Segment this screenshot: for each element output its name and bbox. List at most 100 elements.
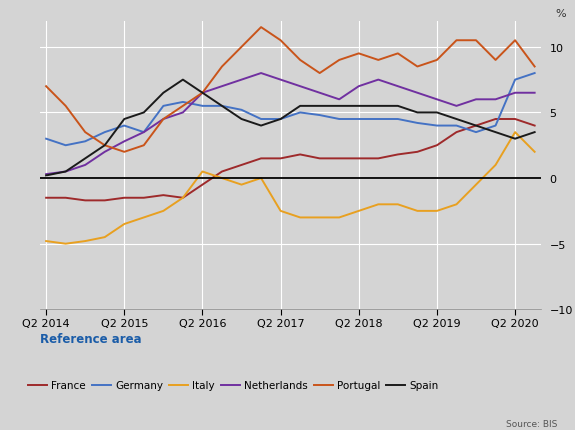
Portugal	[277, 39, 284, 44]
Netherlands	[336, 98, 343, 103]
Portugal	[316, 71, 323, 77]
Spain	[297, 104, 304, 109]
Spain	[179, 78, 186, 83]
Portugal	[82, 130, 89, 135]
Portugal	[336, 58, 343, 63]
Portugal	[355, 52, 362, 57]
Netherlands	[414, 91, 421, 96]
Legend: France, Germany, Italy, Netherlands, Portugal, Spain: France, Germany, Italy, Netherlands, Por…	[28, 381, 439, 390]
Spain	[375, 104, 382, 109]
Portugal	[258, 25, 264, 31]
Italy	[199, 169, 206, 175]
Portugal	[101, 143, 108, 148]
Germany	[355, 117, 362, 122]
Netherlands	[160, 117, 167, 122]
Spain	[394, 104, 401, 109]
Italy	[531, 150, 538, 155]
Italy	[355, 209, 362, 214]
Germany	[238, 108, 245, 113]
Italy	[62, 242, 69, 247]
Netherlands	[375, 78, 382, 83]
France	[277, 157, 284, 162]
Netherlands	[512, 91, 519, 96]
Portugal	[434, 58, 440, 63]
France	[316, 157, 323, 162]
Spain	[218, 104, 225, 109]
Portugal	[121, 150, 128, 155]
Netherlands	[199, 91, 206, 96]
Italy	[473, 183, 480, 188]
Germany	[316, 113, 323, 118]
Germany	[82, 139, 89, 144]
Spain	[336, 104, 343, 109]
Germany	[434, 124, 440, 129]
Germany	[179, 100, 186, 105]
Germany	[140, 130, 147, 135]
France	[512, 117, 519, 122]
France	[355, 157, 362, 162]
Portugal	[512, 39, 519, 44]
Netherlands	[43, 172, 49, 177]
Italy	[375, 202, 382, 207]
Spain	[140, 111, 147, 116]
Spain	[512, 137, 519, 142]
Line: Spain: Spain	[46, 80, 535, 176]
Germany	[121, 124, 128, 129]
Italy	[394, 202, 401, 207]
Italy	[179, 196, 186, 201]
Italy	[43, 239, 49, 244]
France	[531, 124, 538, 129]
Line: Netherlands: Netherlands	[46, 74, 535, 175]
Spain	[492, 130, 499, 135]
Line: Germany: Germany	[46, 74, 535, 146]
Spain	[62, 169, 69, 175]
Italy	[277, 209, 284, 214]
Spain	[414, 111, 421, 116]
Portugal	[531, 65, 538, 70]
Portugal	[160, 117, 167, 122]
Italy	[101, 235, 108, 240]
Italy	[512, 130, 519, 135]
Text: Source: BIS: Source: BIS	[507, 419, 558, 428]
Netherlands	[218, 84, 225, 89]
Spain	[121, 117, 128, 122]
Text: %: %	[555, 9, 566, 18]
Portugal	[199, 91, 206, 96]
Line: Portugal: Portugal	[46, 28, 535, 153]
Portugal	[453, 39, 460, 44]
Italy	[218, 176, 225, 181]
Germany	[297, 111, 304, 116]
Portugal	[297, 58, 304, 63]
Germany	[531, 71, 538, 77]
France	[218, 169, 225, 175]
Italy	[82, 239, 89, 244]
Germany	[277, 117, 284, 122]
Italy	[140, 215, 147, 221]
Germany	[218, 104, 225, 109]
France	[375, 157, 382, 162]
Spain	[277, 117, 284, 122]
Text: Reference area: Reference area	[40, 332, 142, 345]
Portugal	[179, 104, 186, 109]
Portugal	[43, 84, 49, 89]
France	[336, 157, 343, 162]
Portugal	[218, 65, 225, 70]
Spain	[82, 157, 89, 162]
Spain	[160, 91, 167, 96]
Italy	[492, 163, 499, 168]
Germany	[336, 117, 343, 122]
Line: France: France	[46, 120, 535, 201]
Netherlands	[394, 84, 401, 89]
Netherlands	[238, 78, 245, 83]
Germany	[101, 130, 108, 135]
Italy	[160, 209, 167, 214]
Spain	[453, 117, 460, 122]
Germany	[375, 117, 382, 122]
Italy	[434, 209, 440, 214]
Italy	[316, 215, 323, 221]
Spain	[238, 117, 245, 122]
Netherlands	[434, 98, 440, 103]
France	[82, 198, 89, 203]
Spain	[434, 111, 440, 116]
France	[238, 163, 245, 168]
